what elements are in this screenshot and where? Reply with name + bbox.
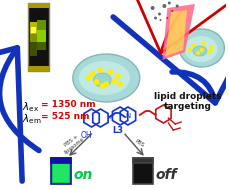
Bar (37, 20, 46, 30)
Text: L3: L3 (112, 126, 123, 135)
Bar (29, 42, 37, 56)
Ellipse shape (78, 61, 129, 95)
Bar (29, 34, 37, 42)
Text: = 525 nm: = 525 nm (41, 112, 90, 121)
Bar (37, 30, 46, 42)
Text: lipid droplets
targeting: lipid droplets targeting (153, 92, 221, 111)
Circle shape (201, 41, 205, 45)
Circle shape (175, 5, 178, 8)
Ellipse shape (73, 54, 139, 102)
Circle shape (157, 12, 160, 15)
Text: PBS: PBS (134, 138, 145, 148)
Circle shape (99, 83, 105, 89)
Ellipse shape (178, 29, 224, 67)
Text: on: on (74, 168, 93, 182)
Text: $\lambda_{\rm em}$: $\lambda_{\rm em}$ (22, 112, 41, 126)
Circle shape (187, 48, 191, 52)
Circle shape (97, 67, 103, 73)
Circle shape (150, 6, 154, 10)
Bar (51, 158, 71, 163)
Bar (29, 22, 37, 34)
FancyArrowPatch shape (125, 0, 229, 53)
Ellipse shape (93, 73, 111, 87)
Bar (132, 158, 152, 163)
Bar (132, 158, 152, 184)
Bar (30, 27, 36, 33)
Circle shape (85, 75, 91, 81)
Circle shape (117, 81, 122, 87)
Circle shape (167, 2, 170, 5)
Ellipse shape (192, 46, 206, 56)
Circle shape (89, 71, 95, 77)
Circle shape (107, 69, 112, 75)
Circle shape (199, 48, 203, 52)
Text: = 1350 nm: = 1350 nm (41, 100, 95, 109)
Text: OH: OH (80, 131, 92, 140)
Polygon shape (165, 10, 186, 56)
Text: PBS +
liposome: PBS + liposome (60, 131, 85, 155)
Circle shape (195, 51, 199, 55)
Bar (51, 158, 71, 184)
Text: $\lambda_{\rm ex}$: $\lambda_{\rm ex}$ (22, 100, 39, 114)
Circle shape (191, 43, 195, 47)
FancyArrowPatch shape (113, 0, 229, 103)
Circle shape (171, 10, 172, 12)
Circle shape (159, 19, 161, 21)
Bar (27, 3, 49, 71)
Circle shape (207, 50, 211, 54)
Circle shape (103, 81, 109, 87)
Bar (53, 164, 69, 182)
Circle shape (162, 4, 166, 8)
Circle shape (115, 73, 120, 79)
Ellipse shape (183, 36, 217, 62)
Circle shape (111, 78, 116, 84)
Bar (27, 3, 49, 8)
Text: N: N (125, 113, 130, 119)
Polygon shape (162, 4, 194, 60)
Bar (27, 66, 49, 71)
Circle shape (153, 16, 156, 19)
Circle shape (93, 79, 99, 85)
Bar (37, 42, 46, 50)
FancyArrowPatch shape (0, 48, 39, 181)
Circle shape (166, 17, 168, 19)
Text: off: off (155, 168, 176, 182)
Circle shape (209, 45, 213, 49)
